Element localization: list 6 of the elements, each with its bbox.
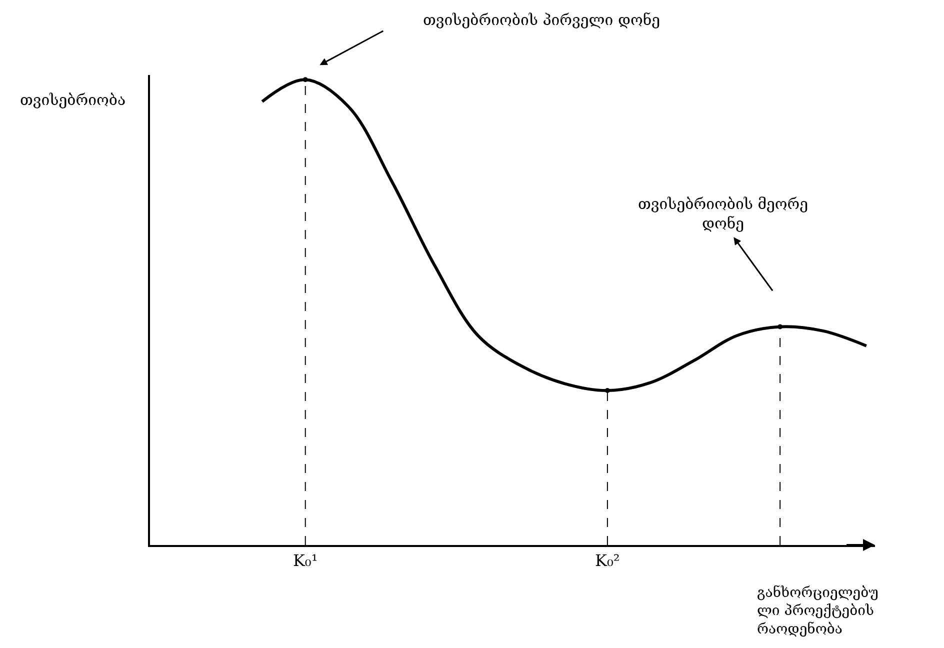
text: თვისებრიობა (20, 91, 126, 109)
x-tick-label: K₀² (595, 551, 620, 570)
annotation: თვისებრიობის მეორე დონე (638, 195, 808, 232)
x-tick-label: K₀¹ (292, 551, 318, 570)
x-axis-title: განხორციელებუ ლი პროექტების რაოდენობა (757, 585, 878, 638)
text: თვისებრიობის პირველი დონე (423, 11, 660, 29)
